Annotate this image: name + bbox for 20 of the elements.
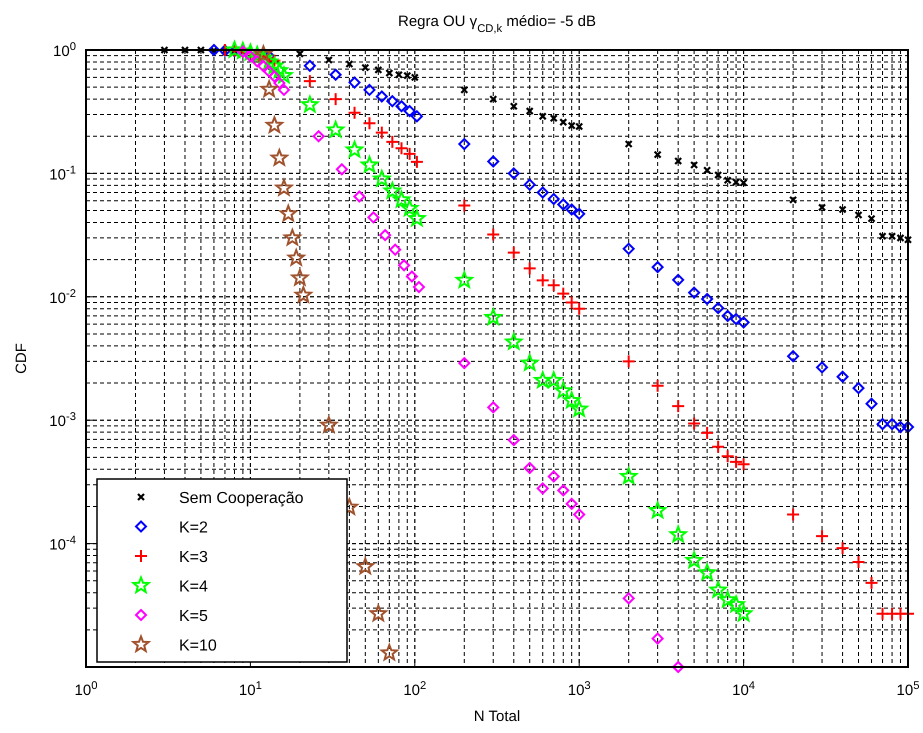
- legend-label: K=3: [179, 549, 208, 566]
- y-tick-label: 10$^{-1}$: [49, 164, 76, 184]
- y-tick-label: 10$^{-4}$: [49, 534, 76, 554]
- x-tick-label: 10$^{1}$: [238, 680, 262, 699]
- x-tick-label: 10$^{3}$: [568, 680, 591, 699]
- x-axis-title: N Total: [474, 708, 520, 725]
- y-tick-label: 10$^{0}$: [53, 41, 76, 60]
- x-tick-label: 10$^{2}$: [403, 680, 426, 699]
- y-axis-title: CDF: [13, 343, 30, 374]
- x-tick-label: 10$^{0}$: [74, 680, 98, 699]
- legend-label: K=5: [179, 608, 208, 625]
- y-tick-label: 10$^{-2}$: [49, 288, 76, 307]
- x-tick-label: 10$^{5}$: [896, 680, 920, 699]
- y-tick-label: 10$^{-3}$: [49, 411, 76, 430]
- chart-title: Regra OU γ$_{CD,k}$ médio= -5 dB: [398, 13, 596, 35]
- legend-label: K=4: [179, 578, 208, 596]
- legend-label: K=10: [179, 638, 217, 654]
- legend-label: Sem Cooperação: [179, 490, 304, 507]
- legend-label: K=2: [179, 520, 208, 536]
- x-tick-label: 10$^{4}$: [732, 680, 756, 699]
